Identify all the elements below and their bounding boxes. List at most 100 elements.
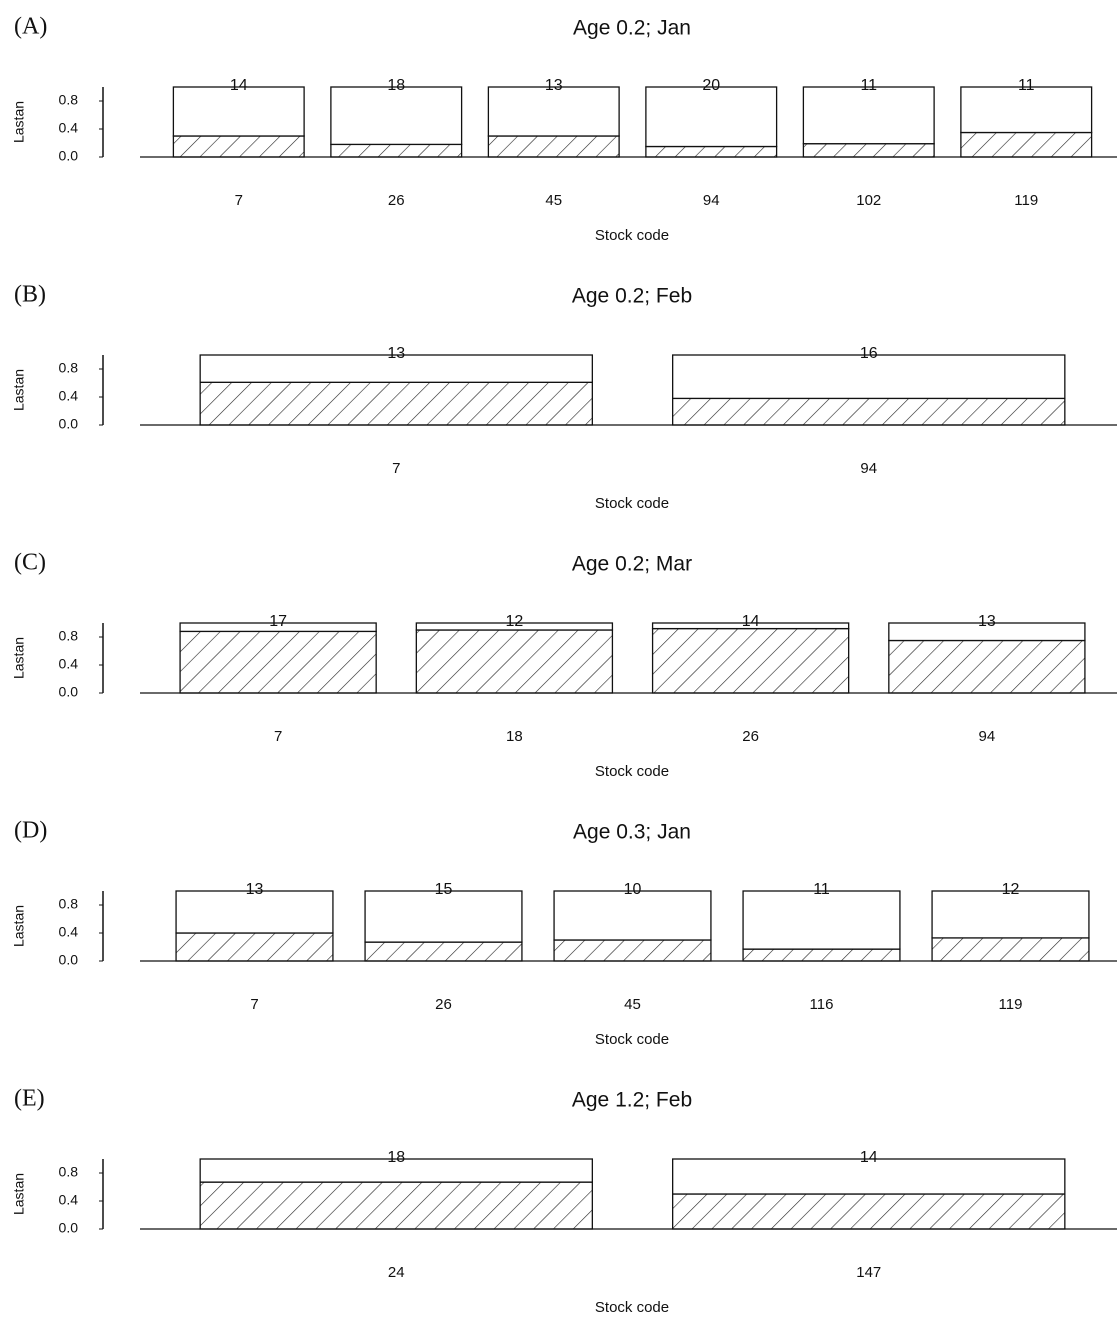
y-tick-label: 0.4 <box>59 656 79 672</box>
bar-hatched <box>651 627 850 694</box>
bar-hatched <box>742 948 901 962</box>
bar-hatched <box>415 629 614 694</box>
bar-remainder <box>179 622 377 633</box>
x-tick-label: 26 <box>742 728 759 745</box>
bar-remainder <box>199 354 593 383</box>
y-tick-label: 0.8 <box>59 92 79 108</box>
bar-hatched <box>645 145 778 158</box>
count-label: 18 <box>387 77 405 94</box>
bar-hatched <box>199 381 593 426</box>
count-label: 17 <box>269 613 287 630</box>
count-label: 20 <box>702 77 720 94</box>
x-axis-label: Stock code <box>595 495 669 512</box>
x-tick-label: 119 <box>999 996 1023 1013</box>
bar-remainder <box>888 622 1086 642</box>
bar-remainder <box>415 622 614 631</box>
chart-title: Age 0.2; Feb <box>572 285 692 308</box>
x-tick-label: 26 <box>388 192 405 209</box>
count-label: 13 <box>246 881 264 898</box>
x-tick-label: 26 <box>435 996 452 1013</box>
y-tick-label: 0.4 <box>59 388 79 404</box>
x-tick-label: 7 <box>274 728 282 745</box>
x-tick-label: 94 <box>860 460 877 477</box>
bar-remainder <box>199 1158 593 1183</box>
panel-label: (E) <box>14 1086 45 1112</box>
panel-label: (B) <box>14 282 46 308</box>
bar-hatched <box>888 639 1086 694</box>
y-tick-label: 0.0 <box>59 416 79 432</box>
count-label: 13 <box>387 345 405 362</box>
bar-hatched <box>553 939 712 962</box>
chart-title: Age 0.2; Jan <box>573 17 691 40</box>
count-label: 10 <box>624 881 642 898</box>
bar-remainder <box>364 890 523 943</box>
count-label: 12 <box>505 613 523 630</box>
x-tick-label: 18 <box>506 728 523 745</box>
bar-remainder <box>802 86 935 145</box>
bar-hatched <box>960 131 1093 158</box>
y-tick-label: 0.4 <box>59 1192 79 1208</box>
count-label: 14 <box>230 77 248 94</box>
x-axis-label: Stock code <box>595 1299 669 1315</box>
x-tick-label: 45 <box>545 192 562 209</box>
bar-hatched <box>199 1181 593 1230</box>
count-label: 13 <box>978 613 996 630</box>
bar-hatched <box>802 143 935 158</box>
bar-hatched <box>364 941 523 962</box>
x-axis-label: Stock code <box>595 763 669 780</box>
bar-hatched <box>931 937 1090 962</box>
chart-title: Age 0.2; Mar <box>572 553 692 576</box>
y-tick-label: 0.0 <box>59 952 79 968</box>
count-label: 11 <box>1018 77 1035 94</box>
x-tick-label: 94 <box>979 728 996 745</box>
count-label: 12 <box>1002 881 1020 898</box>
x-axis-label: Stock code <box>595 1031 669 1048</box>
y-tick-label: 0.8 <box>59 360 79 376</box>
bar-remainder <box>672 1158 1066 1195</box>
x-tick-label: 7 <box>250 996 258 1013</box>
x-tick-label: 7 <box>392 460 400 477</box>
x-tick-label: 102 <box>856 192 881 209</box>
chart-title: Age 1.2; Feb <box>572 1089 692 1112</box>
bar-remainder <box>960 86 1093 134</box>
panel-label: (A) <box>14 14 47 40</box>
y-tick-label: 0.8 <box>59 1164 79 1180</box>
y-axis-label: Lastan <box>11 369 27 411</box>
y-tick-label: 0.0 <box>59 148 79 164</box>
panel-label: (C) <box>14 550 46 576</box>
bar-hatched <box>672 397 1066 426</box>
bar-remainder <box>330 86 463 146</box>
y-tick-label: 0.8 <box>59 628 79 644</box>
x-tick-label: 45 <box>624 996 641 1013</box>
y-axis-label: Lastan <box>11 1173 27 1215</box>
chart-title: Age 0.3; Jan <box>573 821 691 844</box>
y-axis-label: Lastan <box>11 637 27 679</box>
y-tick-label: 0.8 <box>59 896 79 912</box>
count-label: 11 <box>813 881 830 898</box>
panel-label: (D) <box>14 818 47 844</box>
count-label: 18 <box>387 1149 405 1166</box>
bar-hatched <box>179 630 377 694</box>
bar-remainder <box>487 86 620 137</box>
count-label: 11 <box>860 77 877 94</box>
count-label: 14 <box>860 1149 878 1166</box>
y-axis-label: Lastan <box>11 101 27 143</box>
bar-remainder <box>175 890 334 934</box>
bar-remainder <box>172 86 305 137</box>
y-axis-label: Lastan <box>11 905 27 947</box>
y-tick-label: 0.0 <box>59 684 79 700</box>
bar-hatched <box>175 932 334 962</box>
bar-remainder <box>651 622 850 630</box>
x-tick-label: 119 <box>1014 192 1038 209</box>
bar-hatched <box>330 143 463 158</box>
y-tick-label: 0.4 <box>59 924 79 940</box>
x-tick-label: 147 <box>856 1264 881 1281</box>
bar-hatched <box>172 135 305 158</box>
bar-remainder <box>672 354 1066 400</box>
bar-remainder <box>553 890 712 941</box>
count-label: 13 <box>545 77 563 94</box>
bar-remainder <box>645 86 778 148</box>
y-tick-label: 0.4 <box>59 120 79 136</box>
x-axis-label: Stock code <box>595 227 669 244</box>
